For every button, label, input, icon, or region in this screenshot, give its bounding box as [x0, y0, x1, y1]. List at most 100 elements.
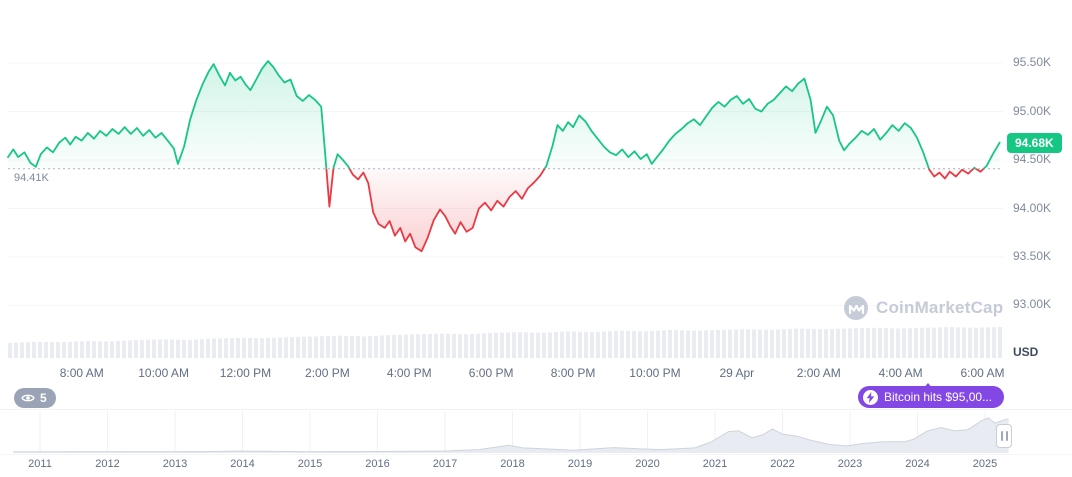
volume-bar — [932, 327, 936, 358]
volume-bar — [488, 332, 492, 358]
volume-bar — [614, 330, 618, 358]
volume-bar — [584, 331, 588, 358]
volume-bar — [74, 341, 78, 358]
navigator-chart-canvas[interactable] — [0, 409, 1072, 456]
volume-bar — [236, 337, 240, 358]
volume-bar — [734, 329, 738, 358]
volume-bar — [560, 331, 564, 358]
volume-bar — [572, 331, 576, 358]
volume-bar — [698, 330, 702, 358]
usd-currency-toggle[interactable]: USD — [1013, 345, 1039, 359]
navigator-resize-handle[interactable] — [996, 424, 1012, 448]
y-axis: 95.50K 95.00K 94.50K 94.00K 93.50K 93.00K — [1008, 0, 1072, 360]
volume-bar — [962, 327, 966, 358]
volume-bar — [518, 332, 522, 358]
x-axis-tick-label: 4:00 AM — [878, 366, 923, 380]
x-axis-tick-label: 4:00 PM — [386, 366, 432, 380]
timeline-navigator[interactable]: 2011 2012 2013 2014 2015 2016 2017 2018 2019 2020… — [0, 409, 1072, 477]
eye-icon — [21, 394, 35, 402]
volume-bar — [398, 334, 402, 358]
volume-bar — [896, 328, 900, 358]
volume-bar — [44, 341, 48, 358]
volume-bar — [596, 331, 600, 358]
volume-bar — [818, 329, 822, 358]
volume-bar — [32, 341, 36, 358]
volume-bar — [170, 339, 174, 358]
volume-bar — [68, 341, 72, 358]
volume-bar — [854, 328, 858, 358]
volume-bar — [530, 332, 534, 358]
volume-bar — [266, 338, 270, 358]
volume-bar — [626, 330, 630, 358]
volume-bar — [320, 336, 324, 358]
volume-bar — [812, 328, 816, 358]
volume-bar — [668, 329, 672, 358]
volume-bar — [578, 331, 582, 358]
volume-bar — [662, 330, 666, 358]
volume-bar — [902, 328, 906, 358]
volume-bar — [14, 342, 18, 358]
volume-bar — [770, 329, 774, 358]
navigator-area — [13, 418, 1009, 453]
volume-bar — [674, 330, 678, 358]
volume-bar — [740, 329, 744, 358]
navigator-year-label: 2011 — [28, 458, 52, 470]
y-axis-tick-label: 93.00K — [1013, 297, 1052, 312]
volume-bar — [464, 334, 468, 358]
volume-bar — [356, 336, 360, 358]
navigator-year-label: 2020 — [635, 458, 660, 470]
volume-bar — [656, 330, 660, 358]
volume-bar — [860, 328, 864, 358]
volume-bar — [956, 327, 960, 358]
volume-bar — [386, 335, 390, 358]
volume-bar — [230, 338, 234, 358]
volume-bar — [8, 342, 12, 358]
volume-bar — [476, 333, 480, 358]
baseline-price-label: 94.41K — [10, 171, 53, 184]
volume-bar — [554, 332, 558, 358]
volume-bar — [62, 342, 66, 358]
navigator-year-label: 2012 — [95, 458, 120, 470]
volume-bar — [128, 340, 132, 358]
volume-bar — [422, 334, 426, 358]
price-chart-canvas[interactable] — [0, 0, 1005, 358]
volume-bar — [632, 331, 636, 358]
volume-bar — [944, 327, 948, 358]
x-axis-tick-label: 2:00 PM — [305, 366, 350, 380]
volume-bar — [116, 341, 120, 358]
news-pill[interactable]: Bitcoin hits $95,00... — [858, 386, 1005, 408]
volume-bar — [200, 339, 204, 358]
volume-bar — [968, 327, 972, 358]
volume-bar — [866, 327, 870, 358]
volume-bar — [752, 329, 756, 358]
volume-bar — [914, 327, 918, 358]
current-price-badge: 94.68K — [1007, 132, 1062, 153]
navigator-line — [13, 417, 1009, 453]
watchers-pill[interactable]: 5 — [14, 388, 56, 408]
volume-bar — [296, 336, 300, 358]
y-axis-tick-label: 94.00K — [1013, 200, 1052, 215]
coinmarketcap-watermark: CoinMarketCap — [843, 295, 1003, 321]
y-axis-tick-label: 94.50K — [1013, 152, 1052, 167]
volume-bar — [566, 331, 570, 358]
volume-bar — [608, 331, 612, 358]
volume-bar — [746, 329, 750, 358]
volume-bar — [272, 337, 276, 358]
volume-bar — [974, 327, 978, 358]
volume-bar — [788, 328, 792, 358]
volume-bar — [512, 332, 516, 358]
volume-bar — [644, 331, 648, 358]
lightning-icon — [863, 389, 878, 405]
navigator-year-label: 2015 — [297, 458, 323, 470]
x-axis-tick-label: 29 Apr — [719, 366, 755, 380]
volume-bar — [878, 327, 882, 358]
volume-bar — [806, 328, 810, 358]
volume-bar — [848, 328, 852, 358]
x-axis-tick-label: 12:00 PM — [219, 366, 272, 380]
volume-bar — [326, 336, 330, 358]
price-line-green — [7, 60, 1001, 169]
volume-bar — [374, 335, 378, 358]
volume-bar — [410, 334, 414, 358]
volume-bar — [500, 332, 504, 358]
